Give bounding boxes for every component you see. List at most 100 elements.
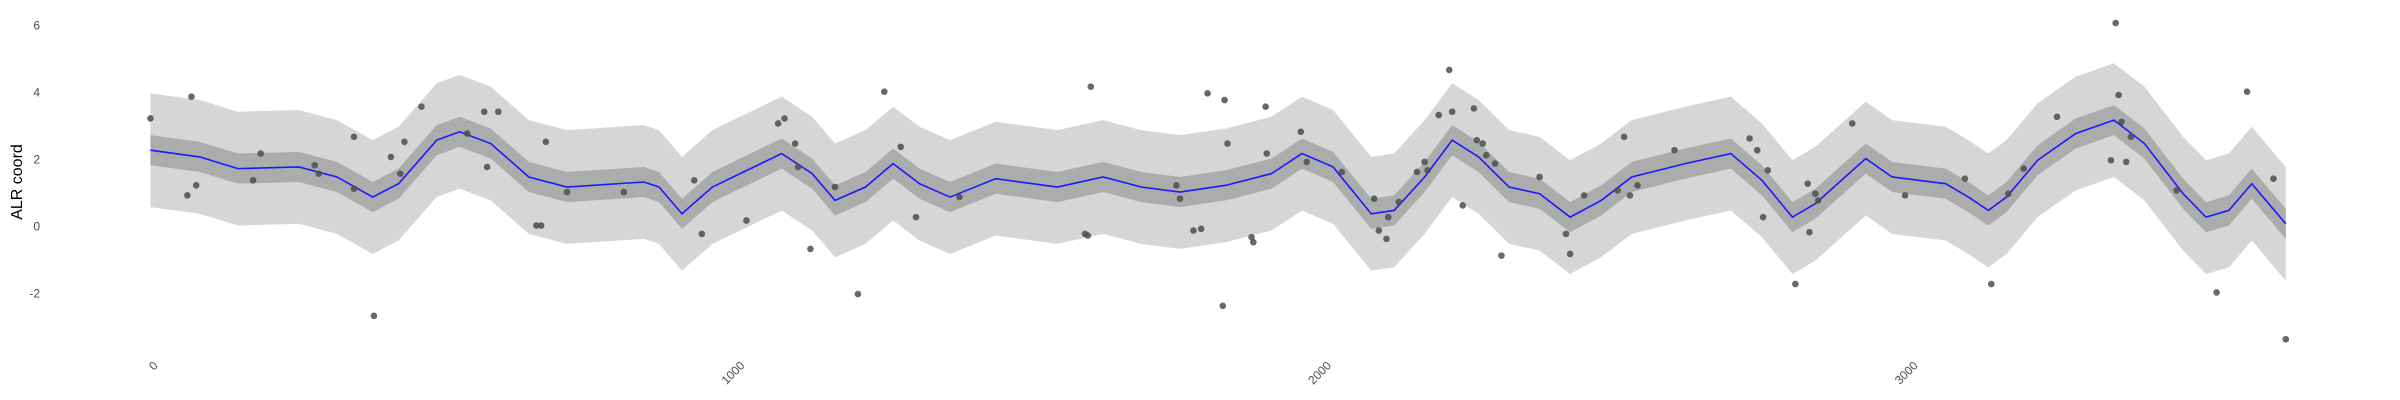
data-point xyxy=(315,170,323,177)
data-point xyxy=(1424,166,1431,174)
data-point xyxy=(854,290,862,298)
data-point xyxy=(1961,175,1969,182)
data-point xyxy=(2270,175,2277,182)
data-point xyxy=(1445,66,1453,74)
data-point xyxy=(533,222,540,229)
data-point xyxy=(1190,227,1197,234)
data-point xyxy=(831,183,839,191)
data-point xyxy=(2213,289,2220,296)
data-point xyxy=(1804,180,1811,187)
data-point xyxy=(350,133,358,141)
data-point xyxy=(184,192,191,199)
data-point xyxy=(1248,233,1255,241)
data-point xyxy=(1614,187,1621,194)
data-point xyxy=(537,222,545,229)
data-point xyxy=(1566,250,1574,258)
data-point xyxy=(1482,151,1490,159)
inner-band xyxy=(150,105,2286,239)
y-tick-label: 4 xyxy=(33,85,40,99)
data-point xyxy=(2243,88,2251,95)
data-point xyxy=(1221,96,1228,104)
y-tick-label: 6 xyxy=(33,19,40,33)
data-point xyxy=(494,108,502,116)
data-point xyxy=(2173,187,2180,194)
data-point xyxy=(1262,103,1269,111)
data-point xyxy=(2115,91,2122,99)
data-point xyxy=(1491,160,1499,167)
data-point xyxy=(774,120,782,127)
data-point xyxy=(563,188,571,196)
data-point xyxy=(2107,156,2115,164)
data-point xyxy=(897,143,905,151)
data-point xyxy=(781,115,788,122)
data-point xyxy=(1498,252,1505,259)
data-point xyxy=(1459,202,1467,209)
line-layer xyxy=(150,119,2287,225)
data-point xyxy=(2127,133,2135,141)
data-point xyxy=(881,88,888,95)
data-point xyxy=(1197,225,1205,233)
data-point xyxy=(1812,190,1819,198)
data-point xyxy=(807,245,814,253)
points-layer xyxy=(147,19,2290,343)
data-point xyxy=(1370,195,1378,203)
data-point xyxy=(1806,228,1813,236)
data-point xyxy=(387,153,395,161)
data-point xyxy=(397,170,404,177)
x-tick-label: 1000 xyxy=(719,358,748,387)
data-point xyxy=(1448,108,1456,116)
x-tick-label: 3000 xyxy=(1892,358,1921,387)
y-tick-label: 0 xyxy=(33,219,40,233)
x-tick-label: 0 xyxy=(146,358,161,373)
data-point xyxy=(1473,136,1481,144)
data-point xyxy=(1421,158,1428,166)
data-point xyxy=(1435,111,1442,119)
data-point xyxy=(1384,213,1392,221)
data-point xyxy=(401,138,408,146)
data-point xyxy=(1263,150,1271,157)
data-point xyxy=(1470,105,1478,112)
data-point xyxy=(1562,230,1570,238)
data-point xyxy=(1746,135,1753,142)
data-point xyxy=(1753,146,1761,154)
data-point xyxy=(1626,192,1634,199)
data-point xyxy=(1620,133,1628,141)
data-point xyxy=(1901,192,1909,199)
data-point xyxy=(188,93,195,100)
data-point xyxy=(370,312,378,320)
data-point xyxy=(147,115,154,122)
data-point xyxy=(620,188,628,196)
data-point xyxy=(1087,83,1095,90)
data-point xyxy=(542,138,550,146)
data-point xyxy=(1084,232,1092,239)
y-tick-label: -2 xyxy=(29,286,40,300)
data-point xyxy=(2122,158,2130,166)
data-point xyxy=(311,161,318,169)
data-point xyxy=(1792,280,1799,288)
trend-line xyxy=(150,119,2287,225)
data-point xyxy=(1413,168,1421,176)
data-point xyxy=(1395,198,1403,206)
data-point xyxy=(1536,173,1543,181)
data-point xyxy=(1224,140,1231,147)
data-point xyxy=(1764,166,1772,174)
data-point xyxy=(1176,195,1184,203)
data-point xyxy=(791,140,799,147)
data-point xyxy=(1671,146,1678,154)
data-point xyxy=(1250,238,1257,246)
data-point xyxy=(698,230,706,238)
data-point xyxy=(483,163,491,171)
data-point xyxy=(418,103,425,111)
data-point xyxy=(249,177,257,184)
data-point xyxy=(1634,182,1641,189)
data-point xyxy=(1759,213,1767,221)
data-point xyxy=(480,108,488,116)
data-point xyxy=(2282,335,2290,343)
y-axis-label: ALR coord xyxy=(9,144,26,220)
data-point xyxy=(2005,190,2012,198)
data-point xyxy=(1303,158,1310,166)
data-point xyxy=(2020,165,2027,172)
data-point xyxy=(350,185,358,192)
x-tick-label: 2000 xyxy=(1305,358,1334,387)
